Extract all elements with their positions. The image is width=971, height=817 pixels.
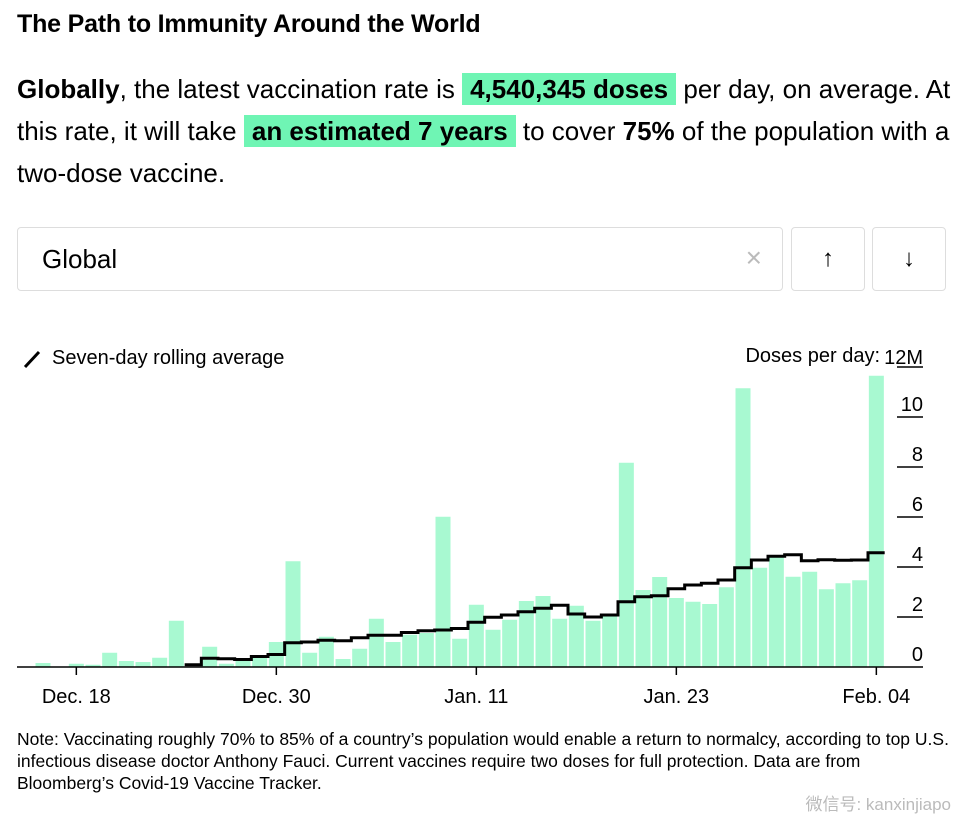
y-axis-label: Doses per day: — [745, 345, 880, 367]
bar — [535, 596, 551, 667]
footnote: Note: Vaccinating roughly 70% to 85% of … — [17, 729, 949, 793]
y-axis-title: Doses per day: — [745, 345, 880, 368]
chart-area: 0 2 4 6 8 10 12M Dec. 18 Dec. 30 Jan. 11 Jan. 23 Fe… — [17, 347, 923, 708]
y-tick-label: 4 — [912, 544, 923, 566]
legend-label: Seven-day rolling average — [52, 347, 285, 369]
summary-part: , the latest vaccination rate is — [119, 74, 463, 104]
bar — [385, 642, 401, 667]
region-search-input[interactable]: Global × — [17, 227, 783, 291]
summary-part: to cover — [515, 116, 623, 146]
bar — [68, 663, 84, 667]
bar — [768, 557, 784, 667]
y-tick-label: 6 — [912, 494, 923, 516]
bar — [702, 604, 718, 667]
summary-part: per day, on average. At this rate, it wi… — [17, 74, 951, 146]
chart-title: The Path to Immunity Around the World — [17, 10, 481, 38]
summary-text: Globally, the latest vaccination rate is… — [17, 68, 957, 194]
arrow-down-icon: ↓ — [903, 245, 915, 272]
region-name: Globally — [17, 74, 120, 104]
bar — [318, 636, 334, 667]
watermark: 微信号: kanxinjiapo — [805, 795, 951, 814]
x-tick-label: Dec. 30 — [242, 686, 311, 708]
bar — [168, 620, 184, 667]
bar — [502, 619, 518, 667]
bar — [235, 661, 251, 667]
bar — [218, 663, 234, 667]
y-tick-label: 2 — [912, 594, 923, 616]
bar — [785, 576, 801, 667]
coverage-value: 75% — [622, 116, 675, 146]
bar — [435, 516, 451, 667]
y-tick-label: 0 — [912, 644, 923, 666]
bar — [585, 620, 601, 667]
bar — [85, 664, 101, 667]
bar — [818, 589, 834, 667]
y-tick-label: 10 — [901, 394, 923, 416]
bar — [468, 604, 484, 667]
bar — [868, 375, 884, 667]
bar — [302, 652, 318, 667]
summary-part: of the population with a two-dose vaccin… — [17, 116, 950, 188]
bar — [418, 633, 434, 667]
y-tick-label: 8 — [912, 444, 923, 466]
x-tick-label: Jan. 11 — [444, 686, 508, 708]
bar — [518, 601, 534, 667]
arrow-up-icon: ↑ — [822, 245, 834, 272]
bar — [452, 638, 468, 667]
bar — [152, 657, 168, 667]
bar — [118, 661, 134, 667]
bar — [652, 577, 668, 667]
bar — [402, 634, 418, 667]
estimate-highlight: an estimated 7 years — [243, 115, 516, 147]
bar — [735, 388, 751, 667]
bar — [668, 598, 684, 667]
x-tick-label: Dec. 18 — [42, 686, 111, 708]
x-tick-label: Feb. 04 — [842, 686, 910, 708]
bar — [552, 618, 568, 667]
bar — [618, 462, 634, 667]
bar — [852, 580, 868, 667]
bar — [802, 571, 818, 667]
bar — [135, 662, 151, 667]
y-tick-label: 12M — [884, 347, 923, 369]
clear-icon[interactable]: × — [745, 242, 762, 273]
rate-highlight: 4,540,345 doses — [462, 73, 677, 105]
bar — [102, 652, 118, 667]
bar — [718, 587, 734, 667]
bar — [352, 648, 368, 667]
chart-legend: Seven-day rolling average — [22, 347, 284, 370]
bar — [602, 613, 618, 667]
bar — [368, 618, 384, 667]
line-legend-icon — [23, 350, 41, 368]
bar — [252, 656, 268, 667]
bar — [635, 590, 651, 667]
bar — [752, 567, 768, 667]
bar — [485, 629, 501, 667]
bar — [335, 659, 351, 667]
previous-button[interactable]: ↑ — [791, 227, 865, 291]
next-button[interactable]: ↓ — [872, 227, 946, 291]
bar — [568, 605, 584, 667]
bar — [285, 561, 301, 667]
rolling-average-line — [184, 551, 885, 667]
bar — [685, 601, 701, 667]
x-tick-label: Jan. 23 — [644, 686, 710, 708]
search-value: Global — [42, 244, 118, 274]
bar — [35, 663, 51, 667]
bar — [835, 583, 851, 667]
